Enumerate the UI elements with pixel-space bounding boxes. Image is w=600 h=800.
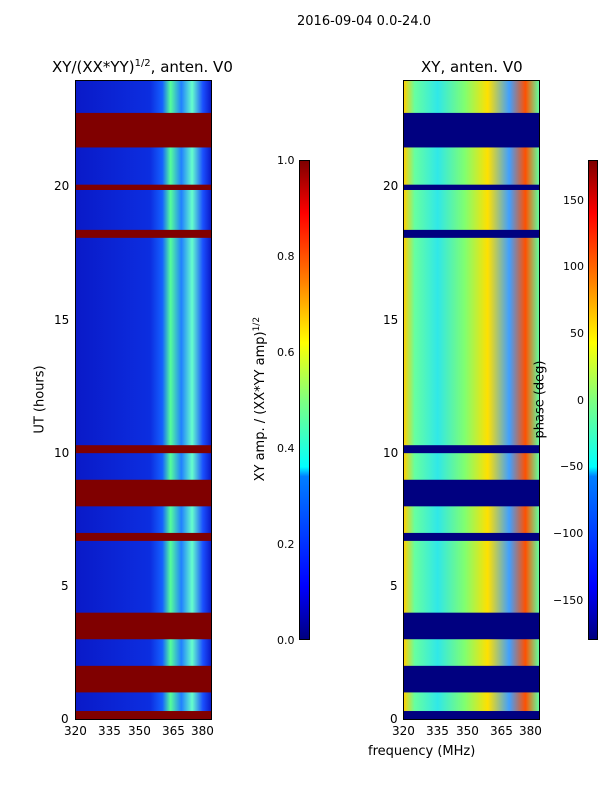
right-ytick-0: 0 [390,712,398,726]
flagged-band [76,532,211,541]
flagged-band [76,445,211,454]
left-cbar-tick-0.2: 0.2 [277,538,295,551]
flagged-band [404,112,539,148]
flagged-band [76,184,211,190]
right-cbar-tick-neg150: −150 [553,594,584,607]
right-cbar-tick-100: 100 [563,260,584,273]
right-panel-title: XY, anten. V0 [421,58,523,76]
left-xtick-335: 335 [98,724,121,738]
right-cbar-tick-0: 0 [577,394,584,407]
left-colorbar [299,160,310,640]
right-heatmap-plot [403,80,540,720]
left-ylabel: UT (hours) [32,365,48,434]
right-cbar-tick-150: 150 [563,194,584,207]
left-panel-title: XY/(XX*YY)1/2, anten. V0 [52,58,233,76]
right-ytick-5: 5 [390,579,398,593]
right-cbar-tick-neg50: −50 [560,460,584,473]
right-ytick-10: 10 [383,446,399,460]
left-ytick-20: 20 [54,179,70,193]
right-xtick-380: 380 [519,724,542,738]
right-cbar-tick-neg100: −100 [553,527,584,540]
flagged-band [404,229,539,238]
left-cbar-label: XY amp. / (XX*YY amp)1/2 [251,316,269,482]
left-xtick-380: 380 [191,724,214,738]
left-heatmap-plot [75,80,212,720]
flagged-band [76,112,211,148]
left-cbar-tick-0.4: 0.4 [277,442,295,455]
left-cbar-tick-0.0: 0.0 [277,634,295,647]
right-colorbar [588,160,598,640]
right-heatmap-svg [404,81,539,719]
left-xtick-320: 320 [64,724,87,738]
left-ytick-10: 10 [54,446,70,460]
flagged-band [76,612,211,640]
left-cbar-tick-1.0: 1.0 [277,154,295,167]
left-cbar-tick-0.6: 0.6 [277,346,295,359]
flagged-band [404,711,539,719]
figure-suptitle: 2016-09-04 0.0-24.0 [297,14,431,29]
figure-xlabel: frequency (MHz) [368,744,476,759]
right-xtick-335: 335 [426,724,449,738]
left-ytick-15: 15 [54,313,70,327]
flagged-band [76,479,211,507]
flagged-band [404,184,539,190]
flagged-band [404,665,539,693]
left-xtick-365: 365 [162,724,185,738]
right-xtick-320: 320 [392,724,415,738]
flagged-band [76,229,211,238]
left-ytick-0: 0 [61,712,69,726]
left-ytick-5: 5 [61,579,69,593]
flagged-band [76,665,211,693]
right-ytick-20: 20 [383,179,399,193]
right-xtick-365: 365 [490,724,513,738]
flagged-band [76,711,211,719]
flagged-band [404,612,539,640]
left-xtick-350: 350 [128,724,151,738]
flagged-band [404,445,539,454]
flagged-band [404,532,539,541]
right-cbar-tick-50: 50 [570,327,584,340]
right-xtick-350: 350 [456,724,479,738]
left-heatmap-svg [76,81,211,719]
right-cbar-label: phase (deg) [532,360,548,439]
right-ytick-15: 15 [383,313,399,327]
flagged-band [404,479,539,507]
left-cbar-tick-0.8: 0.8 [277,250,295,263]
